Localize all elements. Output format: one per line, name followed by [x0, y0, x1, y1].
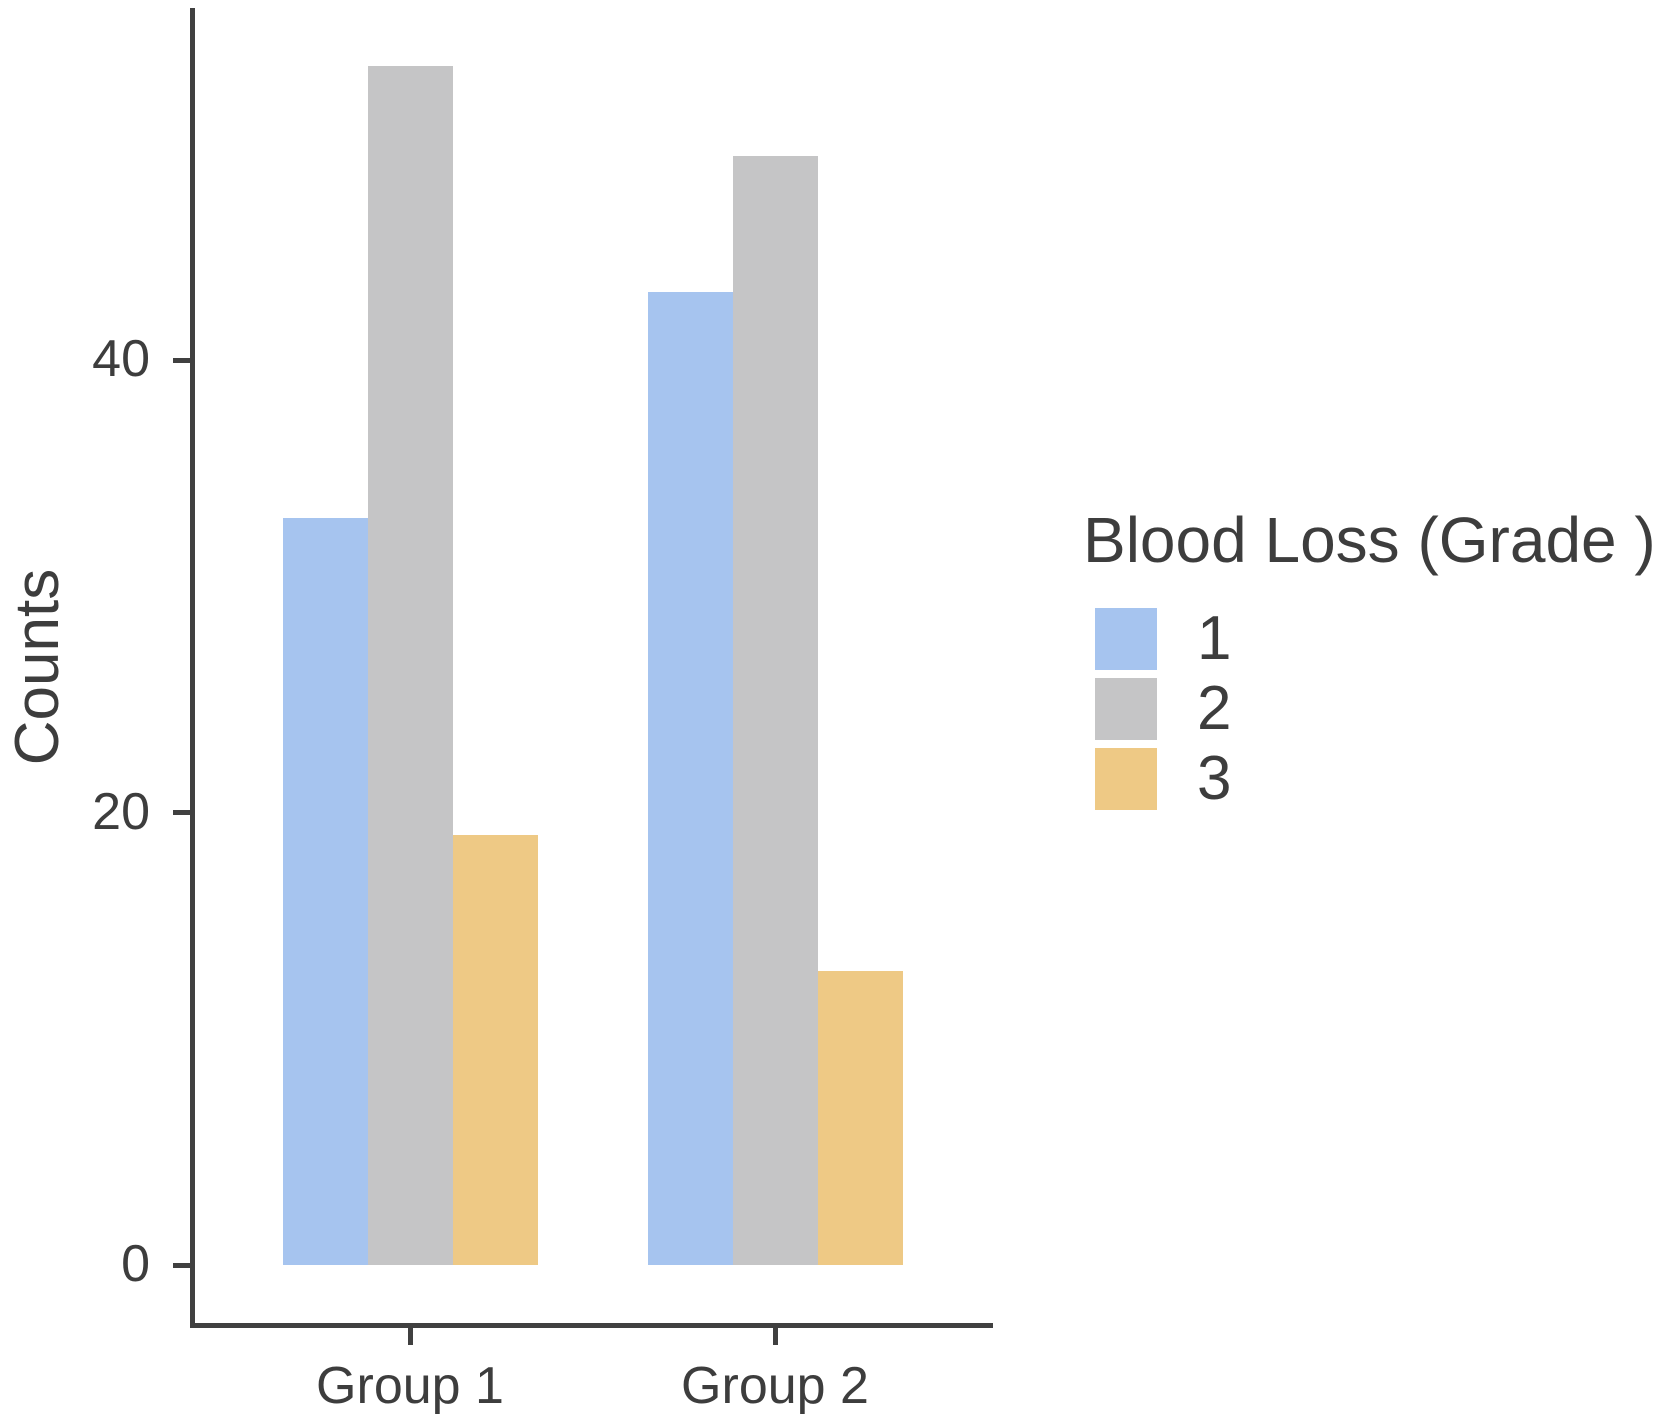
- bar-group1-grade1: [282, 518, 368, 1265]
- legend-label-grade2: 2: [1197, 674, 1232, 743]
- x-axis-line: [190, 1323, 993, 1328]
- y-tick-label: 0: [121, 1234, 150, 1293]
- bar-group1-grade3: [452, 835, 538, 1265]
- x-tick-mark: [772, 1328, 778, 1345]
- y-tick-mark: [173, 357, 190, 363]
- bar-group2-grade3: [817, 970, 903, 1265]
- x-category-label-1: Group 1: [316, 1357, 504, 1415]
- legend-label-grade1: 1: [1197, 604, 1232, 673]
- legend-key-grade1: [1095, 608, 1157, 670]
- legend-title: Blood Loss (Grade ): [1083, 504, 1656, 576]
- y-tick-label: 40: [92, 329, 150, 388]
- x-category-label-2: Group 2: [681, 1357, 869, 1415]
- legend-key-grade3: [1095, 748, 1157, 810]
- legend-key-grade2: [1095, 678, 1157, 740]
- y-axis-line: [190, 8, 195, 1325]
- legend-label-grade3: 3: [1197, 744, 1232, 813]
- y-tick-mark: [173, 1262, 190, 1268]
- bar-group2-grade1: [647, 292, 733, 1265]
- y-tick-mark: [173, 810, 190, 815]
- x-tick-mark: [407, 1328, 413, 1345]
- y-tick-label: 20: [92, 782, 150, 841]
- y-axis-title: Counts: [3, 568, 72, 766]
- bar-group1-grade2: [367, 65, 453, 1265]
- bar-group2-grade2: [732, 156, 818, 1265]
